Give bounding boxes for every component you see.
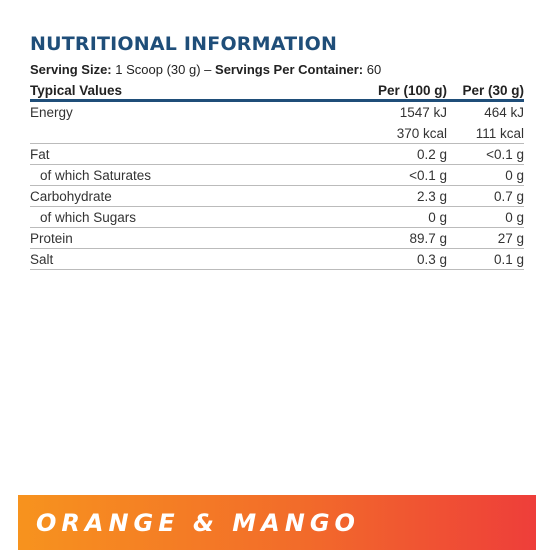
row-name: of which Saturates [40,167,152,183]
table-row-protein: Protein 89.7 g 27 g [30,228,524,249]
row-per-100g: 2.3 g [416,188,447,204]
row-per-30g: <0.1 g [486,146,524,162]
row-name: of which Sugars [40,209,137,225]
row-per-30g: 464 kJ [484,105,524,120]
header-per-30g: Per (30 g) [462,83,524,98]
row-name: Protein [30,230,73,246]
row-per-30g: 0.7 g [493,188,524,204]
table-row-sugars: of which Sugars 0 g 0 g [30,207,524,228]
row-per-30g: 111 kcal [475,125,524,141]
row-name: Fat [30,146,50,162]
row-per-30g: 0 g [505,167,524,183]
table-header: Typical Values Per (100 g) Per (30 g) [30,82,524,102]
row-per-30g: 0.1 g [493,251,524,267]
serving-info: Serving Size: 1 Scoop (30 g) – Servings … [30,62,381,77]
servings-per-container-label: Servings Per Container: [215,62,364,77]
row-per-100g: 0.3 g [416,251,447,267]
row-per-100g: 89.7 g [409,230,447,246]
table-row-energy-kcal: 370 kcal 111 kcal [30,123,524,144]
table-row-saturates: of which Saturates <0.1 g 0 g [30,165,524,186]
nutrition-table: Typical Values Per (100 g) Per (30 g) En… [30,82,524,270]
table-row-fat: Fat 0.2 g <0.1 g [30,144,524,165]
header-typical-values: Typical Values [30,83,123,98]
flavor-banner: ORANGE & MANGO [18,495,536,550]
row-per-30g: 0 g [505,209,524,225]
row-per-100g: 370 kcal [396,125,447,141]
row-name: Salt [30,251,54,267]
row-per-100g: 1547 kJ [399,105,447,120]
table-row-salt: Salt 0.3 g 0.1 g [30,249,524,270]
row-per-100g: <0.1 g [409,167,447,183]
row-per-100g: 0 g [428,209,447,225]
table-row-energy-kj: Energy 1547 kJ 464 kJ [30,102,524,123]
row-name: Energy [30,105,73,120]
row-name: Carbohydrate [30,188,112,204]
serving-separator: – [204,62,212,77]
row-per-100g: 0.2 g [416,146,447,162]
row-per-30g: 27 g [497,230,524,246]
serving-size-label: Serving Size: [30,62,112,77]
serving-size-value: 1 Scoop (30 g) [115,62,201,77]
table-row-carbohydrate: Carbohydrate 2.3 g 0.7 g [30,186,524,207]
header-per-100g: Per (100 g) [377,83,447,98]
page-title: NUTRITIONAL INFORMATION [30,33,338,55]
flavor-name: ORANGE & MANGO [36,508,360,537]
servings-per-container-value: 60 [366,62,382,77]
